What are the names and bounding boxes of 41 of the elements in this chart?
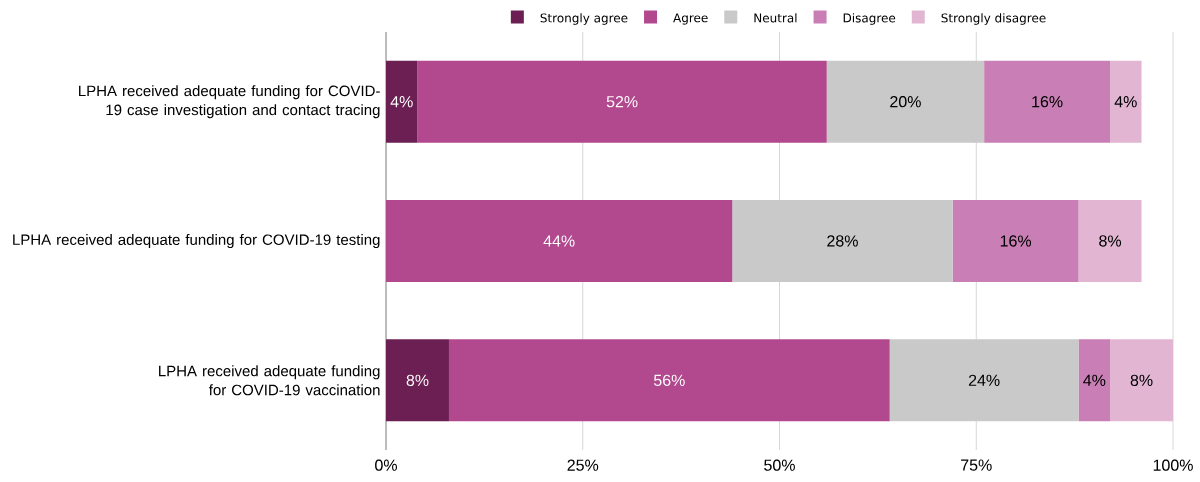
bar <box>1110 339 1174 422</box>
data-label: 24% <box>968 374 1000 386</box>
legend-label: Neutral <box>754 13 797 23</box>
bar <box>984 60 1111 143</box>
bar <box>889 339 1079 422</box>
x-tick-label: 50% <box>764 459 795 471</box>
legend-label: Strongly agree <box>540 13 628 25</box>
data-label: 56% <box>653 374 685 386</box>
data-label: 16% <box>1000 235 1032 247</box>
bar <box>1078 339 1111 422</box>
legend-label: Disagree <box>843 13 896 25</box>
y-tick-label: LPHA received adequate funding for COVID-19 vaccination <box>159 365 380 396</box>
data-label: 8% <box>1130 374 1153 386</box>
bar <box>448 339 890 422</box>
bar <box>952 199 1079 282</box>
x-tick-label: 25% <box>567 459 599 471</box>
x-tick-label: 0% <box>375 459 397 471</box>
data-label: 8% <box>406 374 429 386</box>
data-label: 28% <box>827 235 858 247</box>
bar <box>386 199 733 282</box>
bar <box>386 60 418 143</box>
data-label: 4% <box>1083 374 1106 386</box>
y-tick-label: LPHA received adequate funding for COVID-19 testing <box>13 234 380 248</box>
x-tick-label: 100% <box>1153 459 1193 471</box>
data-label: 20% <box>890 95 921 108</box>
data-label: 8% <box>1099 235 1122 247</box>
data-label: 4% <box>1114 96 1137 108</box>
data-label: 16% <box>1032 95 1063 108</box>
y-tick-label: LPHA received adequate funding for COVID-19 case investigation and contact tracing <box>79 85 380 119</box>
bar <box>1110 60 1142 143</box>
data-label: 52% <box>606 95 638 108</box>
legend-label: Strongly disagree <box>941 13 1046 25</box>
bar <box>1078 199 1142 282</box>
bar <box>417 60 827 143</box>
bar <box>826 60 985 143</box>
data-label: 4% <box>390 96 413 108</box>
bar <box>386 339 449 422</box>
x-tick-label: 75% <box>961 459 992 471</box>
bar <box>732 199 953 282</box>
data-label: 44% <box>543 235 575 247</box>
legend-label: Agree <box>673 13 708 25</box>
